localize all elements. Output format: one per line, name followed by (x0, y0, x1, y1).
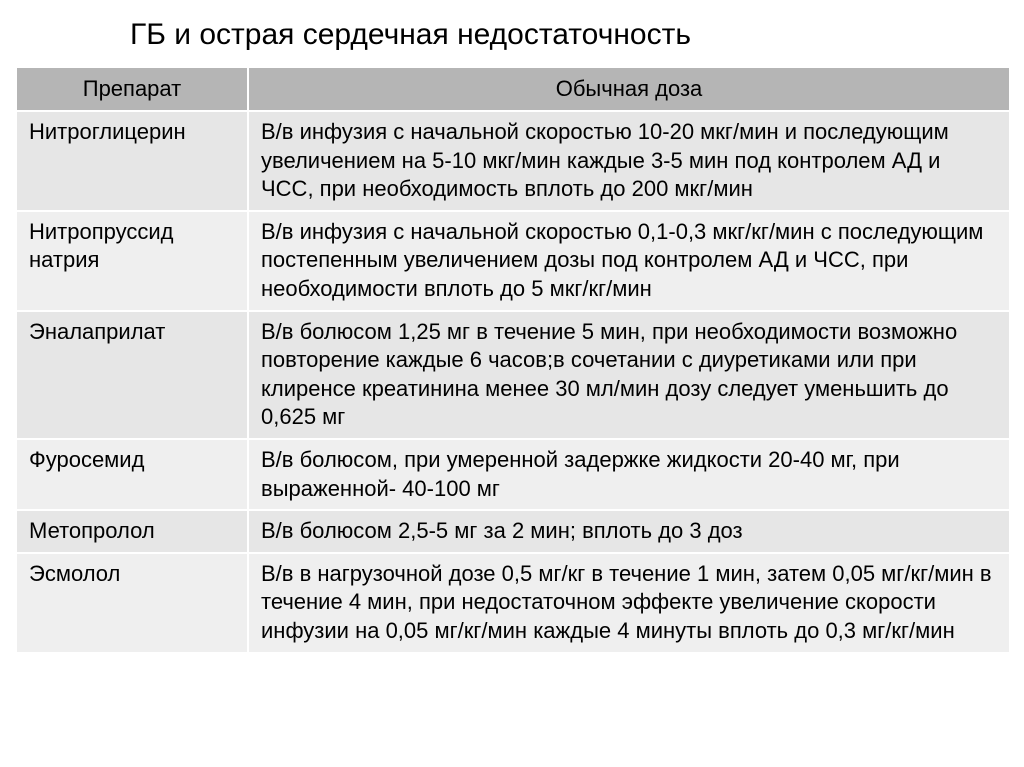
table-row: Нитроглицерин В/в инфузия с начальной ск… (16, 111, 1010, 211)
cell-drug: Фуросемид (16, 439, 248, 510)
cell-dose: В/в болюсом 1,25 мг в течение 5 мин, при… (248, 311, 1010, 439)
table-row: Фуросемид В/в болюсом, при умеренной зад… (16, 439, 1010, 510)
cell-dose: В/в инфузия с начальной скоростью 0,1-0,… (248, 211, 1010, 311)
drug-table: Препарат Обычная доза Нитроглицерин В/в … (15, 66, 1011, 654)
cell-dose: В/в в нагрузочной дозе 0,5 мг/кг в течен… (248, 553, 1010, 653)
table-row: Нитропруссид натрия В/в инфузия с началь… (16, 211, 1010, 311)
cell-drug: Эсмолол (16, 553, 248, 653)
table-row: Эналаприлат В/в болюсом 1,25 мг в течени… (16, 311, 1010, 439)
cell-drug: Эналаприлат (16, 311, 248, 439)
table-header-row: Препарат Обычная доза (16, 67, 1010, 111)
cell-drug: Нитроглицерин (16, 111, 248, 211)
cell-dose: В/в болюсом 2,5-5 мг за 2 мин; вплоть до… (248, 510, 1010, 553)
cell-drug: Метопролол (16, 510, 248, 553)
table-row: Эсмолол В/в в нагрузочной дозе 0,5 мг/кг… (16, 553, 1010, 653)
header-dose: Обычная доза (248, 67, 1010, 111)
cell-dose: В/в болюсом, при умеренной задержке жидк… (248, 439, 1010, 510)
header-drug: Препарат (16, 67, 248, 111)
slide-container: ГБ и острая сердечная недостаточность Пр… (0, 0, 1024, 767)
cell-drug: Нитропруссид натрия (16, 211, 248, 311)
table-row: Метопролол В/в болюсом 2,5-5 мг за 2 мин… (16, 510, 1010, 553)
slide-title: ГБ и острая сердечная недостаточность (0, 0, 1024, 66)
cell-dose: В/в инфузия с начальной скоростью 10-20 … (248, 111, 1010, 211)
